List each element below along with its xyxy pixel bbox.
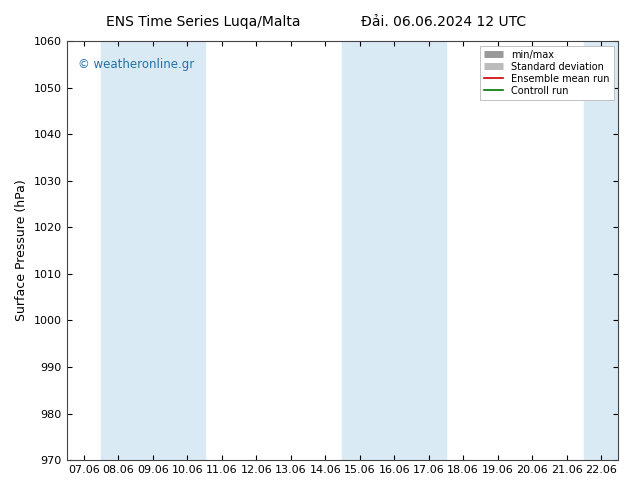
Bar	[101, 41, 205, 460]
Bar	[342, 41, 446, 460]
Text: Đải. 06.06.2024 12 UTC: Đải. 06.06.2024 12 UTC	[361, 15, 526, 29]
Text: © weatheronline.gr: © weatheronline.gr	[77, 58, 194, 71]
Bar	[584, 41, 634, 460]
Text: ENS Time Series Luqa/Malta: ENS Time Series Luqa/Malta	[106, 15, 300, 29]
Legend: min/max, Standard deviation, Ensemble mean run, Controll run: min/max, Standard deviation, Ensemble me…	[480, 46, 614, 99]
Y-axis label: Surface Pressure (hPa): Surface Pressure (hPa)	[15, 180, 28, 321]
